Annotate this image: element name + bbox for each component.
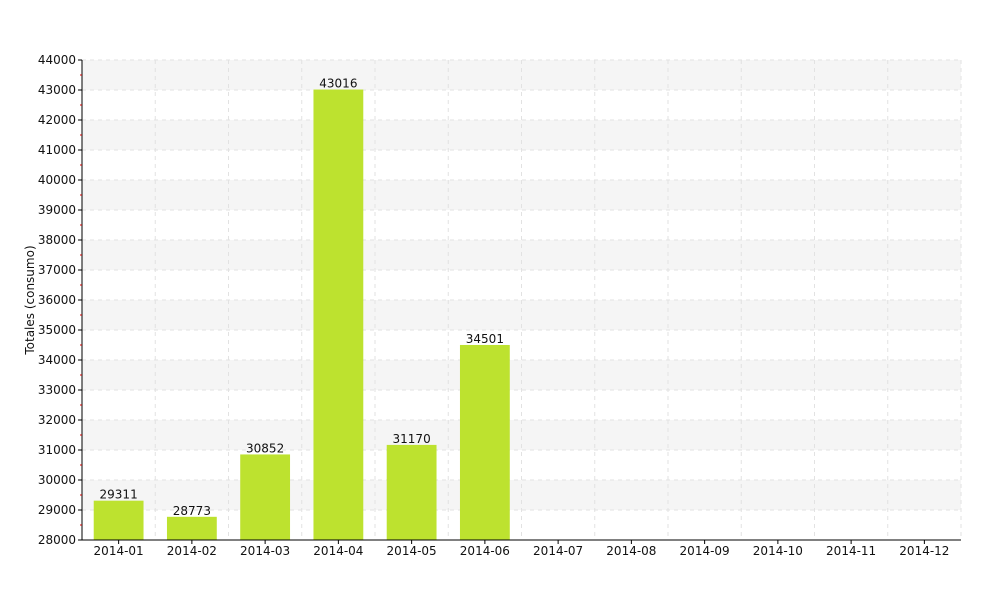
labels: 29311 28773 30852 43016 31170 34501 28000 29000… [23, 53, 949, 558]
data-label: 28773 [173, 504, 211, 518]
y-tick-label: 28000 [38, 533, 76, 547]
y-tick-label: 36000 [38, 293, 76, 307]
y-tick-label: 43000 [38, 83, 76, 97]
x-tick-label: 2014-02 [167, 544, 217, 558]
bar-2014-05 [386, 444, 437, 540]
data-label: 30852 [246, 441, 284, 455]
y-tick-label: 33000 [38, 383, 76, 397]
y-tick-label: 31000 [38, 443, 76, 457]
x-tick-label: 2014-06 [460, 544, 510, 558]
x-tick-label: 2014-12 [899, 544, 949, 558]
y-tick-label: 32000 [38, 413, 76, 427]
y-tick-label: 29000 [38, 503, 76, 517]
y-tick-label: 40000 [38, 173, 76, 187]
x-tick-label: 2014-08 [606, 544, 656, 558]
data-label: 29311 [100, 488, 138, 502]
x-tick-label: 2014-04 [313, 544, 363, 558]
bars [93, 89, 510, 541]
y-tick-label: 37000 [38, 263, 76, 277]
bar-2014-04 [313, 89, 364, 541]
gridlines [82, 59, 962, 541]
bar-2014-01 [93, 500, 144, 540]
x-tick-label: 2014-10 [753, 544, 803, 558]
y-axis-title: Totales (consumo) [23, 245, 37, 355]
y-tick-label: 38000 [38, 233, 76, 247]
y-tick-label: 35000 [38, 323, 76, 337]
data-label: 43016 [319, 77, 357, 91]
y-tick-label: 30000 [38, 473, 76, 487]
y-tick-label: 41000 [38, 143, 76, 157]
data-label: 34501 [466, 332, 504, 346]
y-tick-label: 39000 [38, 203, 76, 217]
data-label: 31170 [393, 432, 431, 446]
x-tick-label: 2014-11 [826, 544, 876, 558]
bar-2014-03 [240, 454, 291, 540]
bar-2014-06 [459, 344, 510, 540]
axes [78, 59, 961, 544]
y-tick-label: 34000 [38, 353, 76, 367]
x-tick-label: 2014-05 [387, 544, 437, 558]
x-tick-label: 2014-03 [240, 544, 290, 558]
x-tick-label: 2014-01 [94, 544, 144, 558]
bar-2014-02 [166, 516, 217, 540]
y-tick-label: 42000 [38, 113, 76, 127]
x-tick-label: 2014-09 [680, 544, 730, 558]
x-tick-label: 2014-07 [533, 544, 583, 558]
y-tick-label: 44000 [38, 53, 76, 67]
